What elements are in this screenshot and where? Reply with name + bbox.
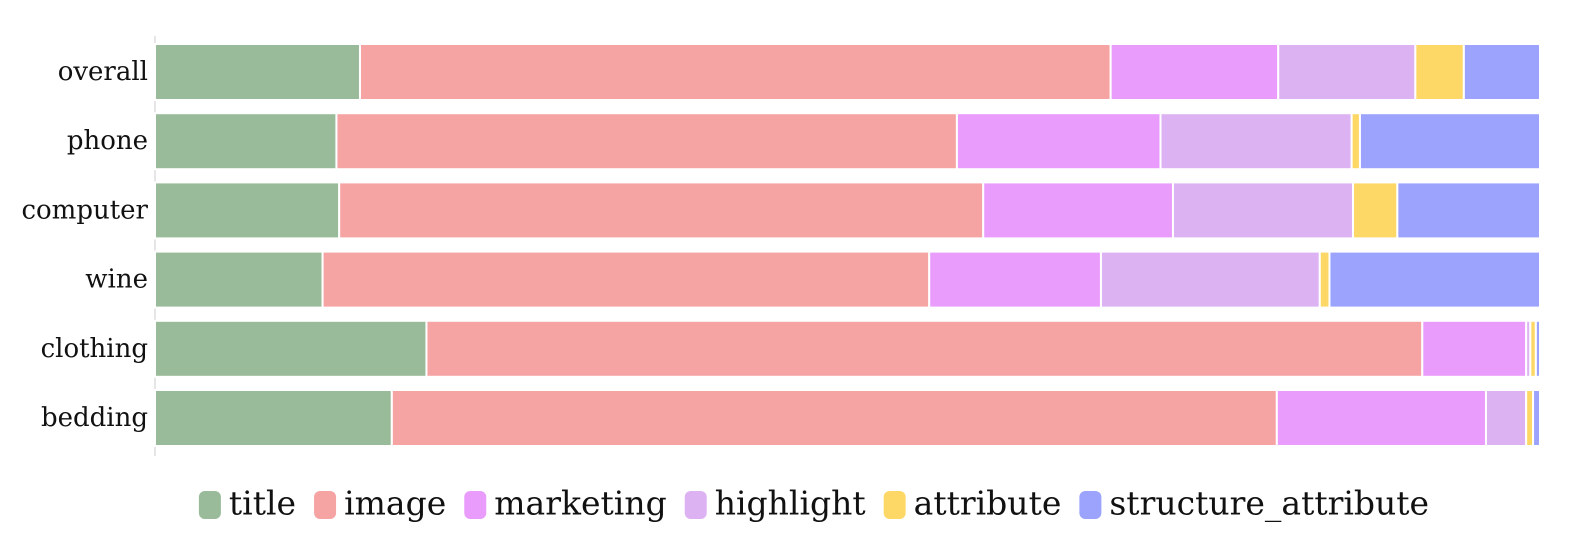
bar-segment-wine-structure_attribute [1328, 250, 1541, 309]
bar-segment-phone-attribute [1350, 112, 1361, 171]
legend-swatch-attribute [883, 491, 906, 519]
bar-segment-bedding-title [154, 389, 393, 447]
bar-segment-computer-marketing [982, 181, 1174, 240]
legend-label-marketing: marketing [494, 484, 666, 523]
bar-segment-bedding-marketing [1275, 389, 1487, 447]
bar-segment-phone-highlight [1159, 112, 1353, 171]
bar-segment-overall-highlight [1277, 43, 1417, 101]
legend-item-attribute: attribute [883, 484, 1062, 523]
legend-item-image: image [314, 484, 446, 523]
bar-segment-overall-structure_attribute [1462, 43, 1541, 101]
bar-segment-wine-title [154, 250, 324, 309]
legend-swatch-image [314, 491, 337, 519]
legend-label-highlight: highlight [715, 484, 866, 523]
bar-segment-overall-attribute [1414, 43, 1465, 101]
bar-segment-computer-structure_attribute [1396, 181, 1541, 240]
bar-segment-bedding-attribute [1525, 389, 1535, 447]
bar-segment-clothing-title [154, 319, 428, 378]
legend-item-highlight: highlight [684, 484, 866, 523]
bar-segment-bedding-highlight [1484, 389, 1528, 447]
bar-segment-bedding-structure_attribute [1532, 389, 1541, 447]
bar-segment-overall-image [358, 43, 1112, 101]
legend-item-structure_attribute: structure_attribute [1079, 484, 1429, 524]
legend-swatch-structure_attribute [1079, 491, 1102, 519]
bar-segment-computer-attribute [1352, 181, 1399, 240]
bar-segment-phone-marketing [955, 112, 1162, 171]
legend-swatch-highlight [684, 491, 707, 519]
legend-swatch-marketing [464, 491, 487, 519]
legend-label-title: title [229, 484, 296, 523]
legend-item-title: title [198, 484, 296, 523]
bar-segment-phone-structure_attribute [1358, 112, 1541, 171]
legend-swatch-title [198, 491, 221, 519]
legend: title image marketing highlight attribute str… [198, 484, 1429, 524]
category-label-computer: computer [21, 195, 148, 225]
category-labels: overall phone computer wine clothing bedding [21, 57, 148, 433]
bar-segment-wine-image [321, 250, 931, 309]
category-label-overall: overall [58, 57, 148, 87]
bar-segment-computer-title [154, 181, 341, 240]
legend-label-image: image [344, 484, 446, 523]
bar-segment-computer-image [338, 181, 985, 240]
category-label-wine: wine [85, 265, 148, 295]
category-label-phone: phone [67, 126, 148, 156]
bar-segment-clothing-marketing [1421, 319, 1528, 378]
bars-group [154, 43, 1542, 447]
bar-segment-phone-image [335, 112, 958, 171]
legend-label-attribute: attribute [914, 484, 1062, 523]
legend-item-marketing: marketing [464, 484, 667, 523]
bar-segment-computer-highlight [1171, 181, 1355, 240]
bar-segment-wine-highlight [1099, 250, 1321, 309]
bar-segment-clothing-structure_attribute [1534, 319, 1542, 378]
bar-segment-phone-title [154, 112, 338, 171]
bar-segment-bedding-image [390, 389, 1278, 447]
bar-segment-overall-marketing [1109, 43, 1280, 101]
bar-segment-overall-title [154, 43, 361, 101]
bar-segment-wine-attribute [1318, 250, 1331, 309]
bar-segment-wine-marketing [928, 250, 1102, 309]
category-label-bedding: bedding [41, 403, 148, 433]
category-label-clothing: clothing [41, 334, 148, 364]
legend-label-structure_attribute: structure_attribute [1109, 484, 1429, 524]
bar-segment-clothing-image [425, 319, 1424, 378]
